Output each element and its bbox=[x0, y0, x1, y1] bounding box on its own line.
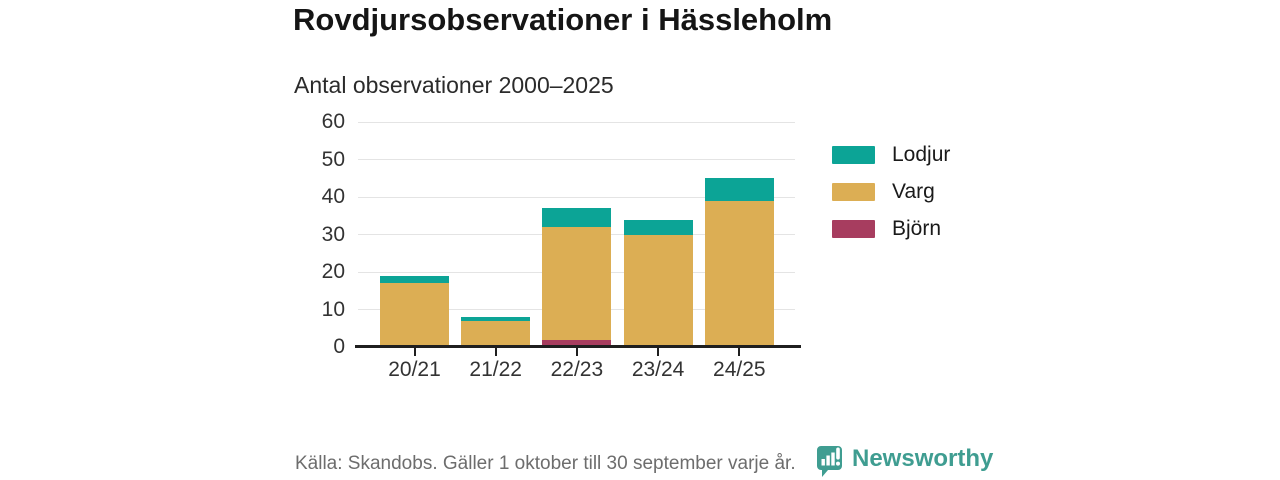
x-tick-label: 21/22 bbox=[469, 358, 522, 381]
x-tick bbox=[738, 348, 741, 356]
x-tick-label: 24/25 bbox=[713, 358, 766, 381]
y-tick-label: 10 bbox=[321, 297, 345, 321]
brand-name: Newsworthy bbox=[852, 445, 994, 472]
gridline bbox=[358, 159, 795, 160]
newsworthy-logo-icon bbox=[817, 446, 842, 477]
legend-swatch bbox=[832, 220, 875, 238]
plot-area bbox=[358, 121, 795, 347]
x-tick bbox=[494, 348, 497, 356]
y-tick-label: 20 bbox=[321, 260, 345, 283]
bar-segment-lodjur-21-22 bbox=[461, 317, 531, 321]
legend-item-björn: Björn bbox=[832, 217, 950, 241]
x-tick bbox=[575, 348, 578, 356]
bar-segment-lodjur-23-24 bbox=[623, 219, 693, 235]
x-tick bbox=[413, 348, 416, 356]
bar-segment-varg-23-24 bbox=[623, 234, 693, 347]
page-title: Rovdjursobservationer i Hässleholm bbox=[293, 2, 833, 37]
bar-segment-varg-22-23 bbox=[542, 227, 612, 340]
bar-segment-varg-20-21 bbox=[380, 283, 449, 347]
y-tick-label: 0 bbox=[333, 335, 345, 358]
x-tick-label: 22/23 bbox=[550, 358, 604, 381]
x-tick-label: 20/21 bbox=[388, 358, 441, 381]
legend-label: Lodjur bbox=[892, 143, 951, 166]
legend-item-lodjur: Lodjur bbox=[832, 143, 950, 167]
bar-segment-lodjur-24-25 bbox=[704, 178, 774, 201]
legend-label: Björn bbox=[892, 217, 942, 240]
x-tick-label: 23/24 bbox=[631, 358, 685, 381]
bar-segment-björn-22-23 bbox=[542, 339, 612, 347]
y-tick-label: 50 bbox=[321, 147, 345, 171]
x-tick bbox=[657, 348, 660, 356]
legend: Lodjur Varg Björn bbox=[832, 143, 950, 254]
legend-swatch bbox=[832, 146, 875, 164]
bar-segment-lodjur-22-23 bbox=[542, 208, 612, 227]
source-note: Källa: Skandobs. Gäller 1 oktober till 3… bbox=[295, 453, 796, 474]
bar-segment-varg-24-25 bbox=[704, 200, 774, 347]
gridline bbox=[358, 121, 795, 123]
legend-item-varg: Varg bbox=[832, 180, 950, 204]
y-tick-label: 30 bbox=[321, 222, 345, 246]
newsworthy-brand-link[interactable]: Newsworthy bbox=[815, 443, 993, 477]
legend-label: Varg bbox=[892, 180, 935, 203]
gridline bbox=[358, 196, 795, 198]
y-tick-label: 60 bbox=[321, 110, 345, 133]
x-axis-line bbox=[355, 345, 801, 348]
y-tick-label: 40 bbox=[321, 185, 345, 208]
bar-segment-lodjur-20-21 bbox=[380, 275, 449, 284]
chart-subtitle: Antal observationer 2000–2025 bbox=[294, 72, 614, 98]
legend-swatch bbox=[832, 183, 875, 201]
bar-segment-varg-21-22 bbox=[461, 320, 531, 347]
